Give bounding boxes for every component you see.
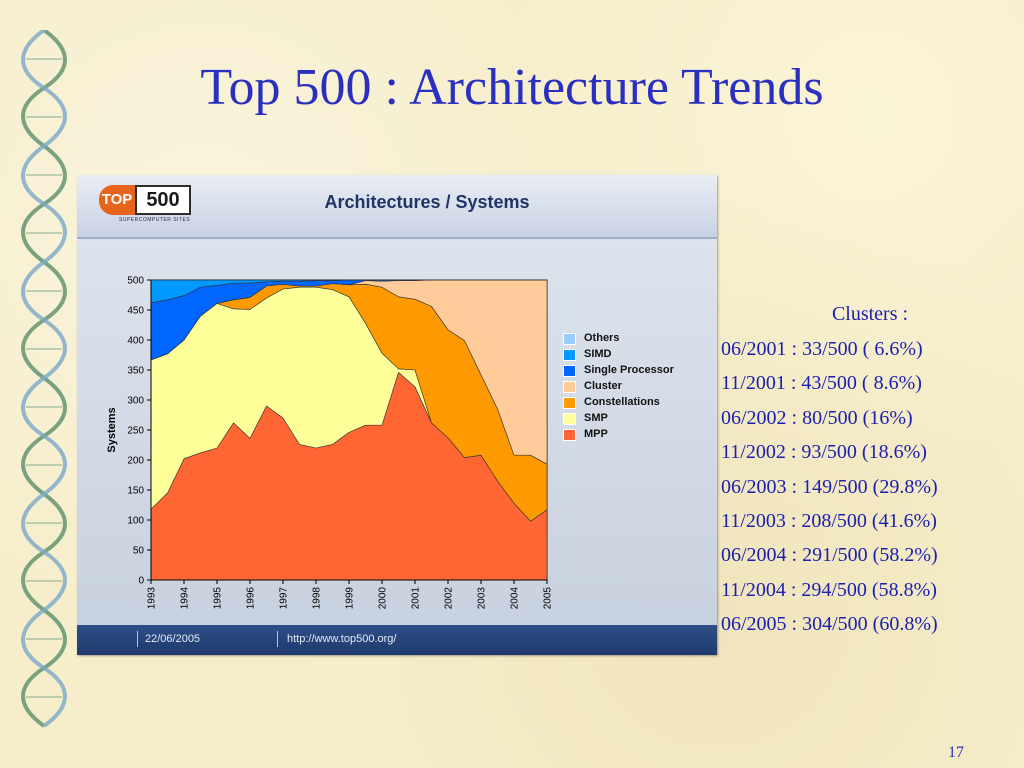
x-tick-label: 2005 — [543, 587, 554, 610]
legend-label: MPP — [584, 428, 608, 440]
y-tick-label: 100 — [127, 516, 144, 527]
y-tick-label: 0 — [138, 576, 144, 587]
footer-separator — [137, 631, 138, 647]
legend-item: SIMD — [563, 347, 713, 363]
clusters-row: 11/2003 : 208/500 (41.6%) — [721, 509, 937, 532]
chart-body: 0 50 100 150 200 250 300 350 400 450 500 1993 1994 19… — [77, 239, 717, 625]
footer-date: 22/06/2005 — [145, 633, 201, 645]
architecture-area-chart: 0 50 100 150 200 250 300 350 400 450 500 1993 1994 19… — [106, 276, 554, 610]
clusters-row: 11/2004 : 294/500 (58.8%) — [721, 578, 937, 601]
y-tick-label: 350 — [127, 366, 144, 377]
clusters-row: 11/2001 : 43/500 ( 8.6%) — [721, 372, 922, 395]
x-tick-label: 1997 — [279, 587, 290, 610]
legend-item: Cluster — [563, 379, 713, 395]
chart-header-title: Architectures / Systems — [324, 192, 530, 212]
x-tick-label: 1993 — [147, 587, 158, 610]
chart-footer: 22/06/2005 http://www.top500.org/ — [77, 625, 717, 655]
legend-item: MPP — [563, 427, 713, 443]
x-tick-label: 1998 — [312, 587, 323, 610]
clusters-row: 06/2003 : 149/500 (29.8%) — [721, 475, 938, 498]
x-tick-label: 1999 — [345, 587, 356, 610]
y-tick-label: 300 — [127, 396, 144, 407]
clusters-row: 11/2002 : 93/500 (18.6%) — [721, 441, 927, 464]
y-tick-label: 200 — [127, 456, 144, 467]
clusters-heading: Clusters : — [831, 303, 909, 325]
legend-swatch — [563, 381, 576, 393]
legend-label: SIMD — [584, 348, 612, 360]
x-tick-label: 1996 — [246, 587, 257, 610]
y-tick-label: 450 — [127, 306, 144, 317]
y-tick-label: 50 — [133, 546, 145, 557]
legend-swatch — [563, 397, 576, 409]
y-tick-label: 500 — [127, 276, 144, 287]
x-tick-label: 2003 — [477, 587, 488, 610]
x-tick-label: 2001 — [411, 587, 422, 610]
y-axis-title: Systems — [106, 407, 118, 452]
legend-item: Others — [563, 331, 713, 347]
legend-swatch — [563, 349, 576, 361]
legend-swatch — [563, 333, 576, 345]
footer-url-link[interactable]: http://www.top500.org/ — [287, 633, 397, 645]
legend-item: SMP — [563, 411, 713, 427]
legend-label: Cluster — [584, 380, 622, 392]
dna-strand-decoration — [21, 30, 67, 728]
x-tick-label: 1995 — [213, 587, 224, 610]
legend-swatch — [563, 413, 576, 425]
y-tick-label: 150 — [127, 486, 144, 497]
y-tick-label: 250 — [127, 426, 144, 437]
clusters-row: 06/2002 : 80/500 (16%) — [721, 406, 913, 429]
legend-swatch — [563, 365, 576, 377]
logo-500-mark: 500 — [135, 185, 191, 215]
clusters-list: Clusters : 06/2001 : 33/500 ( 6.6%) 11/2… — [720, 300, 1020, 644]
clusters-row: 06/2005 : 304/500 (60.8%) — [721, 613, 938, 636]
chart-panel: TOP 500 SUPERCOMPUTER SITES Architecture… — [77, 175, 717, 655]
logo-top-mark: TOP — [99, 185, 135, 215]
footer-separator — [277, 631, 278, 647]
chart-header: TOP 500 SUPERCOMPUTER SITES Architecture… — [77, 175, 717, 239]
x-tick-label: 2004 — [510, 587, 521, 610]
slide-number: 17 — [948, 744, 964, 761]
clusters-row: 06/2004 : 291/500 (58.2%) — [721, 544, 938, 567]
x-tick-label: 1994 — [180, 587, 191, 610]
legend-label: Single Processor — [584, 364, 674, 376]
legend-label: Others — [584, 332, 620, 344]
x-tick-label: 2002 — [444, 587, 455, 610]
x-tick-label: 2000 — [378, 587, 389, 610]
top500-logo: TOP 500 SUPERCOMPUTER SITES — [99, 185, 199, 227]
y-tick-label: 400 — [127, 336, 144, 347]
clusters-row: 06/2001 : 33/500 ( 6.6%) — [721, 338, 923, 360]
legend-label: Constellations — [584, 396, 660, 408]
slide-title: Top 500 : Architecture Trends — [200, 59, 824, 116]
logo-subtext: SUPERCOMPUTER SITES — [119, 217, 191, 223]
legend-label: SMP — [584, 412, 608, 424]
legend-item: Single Processor — [563, 363, 713, 379]
chart-legend: Others SIMD Single Processor Cluster Constel… — [563, 331, 713, 443]
legend-item: Constellations — [563, 395, 713, 411]
legend-swatch — [563, 429, 576, 441]
